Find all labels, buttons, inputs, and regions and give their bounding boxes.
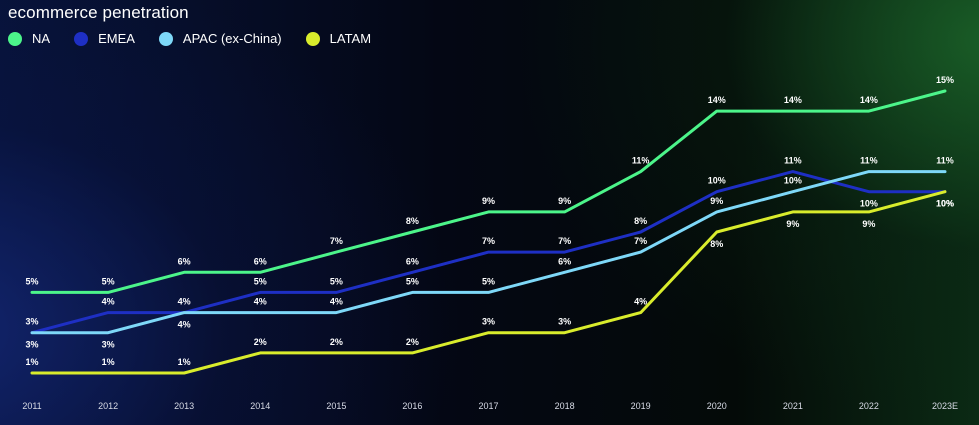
x-tick-label: 2019 [631, 401, 651, 411]
data-label-latam: 1% [102, 357, 115, 367]
data-label-apac: 7% [634, 236, 647, 246]
legend-dot-icon [305, 31, 320, 46]
data-label-apac: 11% [860, 156, 878, 166]
data-label-apac: 11% [936, 156, 954, 166]
legend-item-na: NA [8, 31, 50, 46]
x-tick-label: 2015 [326, 401, 346, 411]
data-label-na: 14% [708, 95, 726, 105]
data-label-latam: 3% [558, 317, 571, 327]
data-label-emea: 4% [178, 297, 191, 307]
legend-label-emea: EMEA [98, 31, 135, 46]
data-label-na: 15% [936, 75, 954, 85]
data-label-na: 6% [254, 256, 267, 266]
data-label-na: 5% [25, 276, 38, 286]
data-label-na: 9% [482, 196, 495, 206]
data-label-na: 11% [632, 156, 650, 166]
data-label-latam: 4% [634, 297, 647, 307]
data-label-emea: 3% [25, 317, 38, 327]
data-label-latam: 1% [178, 357, 191, 367]
data-label-emea: 8% [634, 216, 647, 226]
legend-item-latam: LATAM [305, 31, 372, 46]
data-label-na: 14% [860, 95, 878, 105]
x-tick-label: 2020 [707, 401, 727, 411]
data-label-na: 14% [784, 95, 802, 105]
data-label-emea: 10% [936, 199, 954, 209]
x-tick-label: 2013 [174, 401, 194, 411]
data-label-apac: 9% [710, 196, 723, 206]
legend-label-apac: APAC (ex-China) [182, 31, 282, 46]
data-label-emea: 5% [330, 276, 343, 286]
data-label-latam: 9% [786, 219, 799, 229]
data-label-emea: 7% [482, 236, 495, 246]
data-label-na: 5% [102, 276, 115, 286]
data-label-apac: 4% [330, 297, 343, 307]
x-tick-label: 2018 [555, 401, 575, 411]
data-label-apac: 5% [406, 276, 419, 286]
legend-dot-icon [158, 31, 173, 46]
x-tick-label: 2022 [859, 401, 879, 411]
data-label-latam: 2% [406, 337, 419, 347]
data-label-apac: 3% [102, 340, 115, 350]
data-label-apac: 3% [25, 340, 38, 350]
legend-dot-icon [8, 31, 22, 46]
data-label-latam: 3% [482, 317, 495, 327]
data-label-apac: 5% [482, 276, 495, 286]
x-tick-label: 2014 [250, 401, 270, 411]
data-label-apac: 10% [784, 176, 802, 186]
x-tick-label: 2012 [98, 401, 118, 411]
legend-item-apac: APAC (ex-China) [158, 31, 282, 46]
legend-label-latam: LATAM [329, 31, 372, 46]
legend-item-emea: EMEA [74, 31, 135, 46]
series-line-latam [30, 190, 947, 375]
data-label-apac: 6% [558, 256, 571, 266]
data-label-emea: 11% [784, 156, 802, 166]
data-label-na: 6% [178, 256, 191, 266]
data-label-latam: 9% [862, 219, 875, 229]
data-label-latam: 10% [936, 199, 954, 209]
chart-title: ecommerce penetration [8, 3, 189, 22]
data-label-emea: 6% [406, 256, 419, 266]
data-label-emea: 4% [102, 297, 115, 307]
series-line-na [30, 89, 947, 294]
series-line-apac [30, 170, 947, 335]
data-label-na: 8% [406, 216, 419, 226]
legend: NA EMEA APAC (ex-China) LATAM [8, 31, 395, 46]
data-label-emea: 10% [708, 176, 726, 186]
data-label-emea: 10% [860, 199, 878, 209]
data-label-na: 7% [330, 236, 343, 246]
x-tick-label: 2023E [932, 401, 958, 411]
data-label-emea: 7% [558, 236, 571, 246]
data-label-apac: 4% [254, 297, 267, 307]
legend-label-na: NA [32, 31, 51, 46]
x-tick-label: 2021 [783, 401, 803, 411]
data-label-latam: 2% [330, 337, 343, 347]
x-tick-label: 2016 [402, 401, 422, 411]
data-label-latam: 2% [254, 337, 267, 347]
data-label-latam: 8% [710, 239, 723, 249]
x-tick-label: 2017 [478, 401, 498, 411]
data-label-na: 9% [558, 196, 571, 206]
data-label-latam: 1% [25, 357, 38, 367]
data-label-apac: 4% [178, 320, 191, 330]
x-tick-label: 2011 [22, 401, 41, 411]
legend-dot-icon [74, 31, 89, 46]
data-label-emea: 5% [254, 276, 267, 286]
